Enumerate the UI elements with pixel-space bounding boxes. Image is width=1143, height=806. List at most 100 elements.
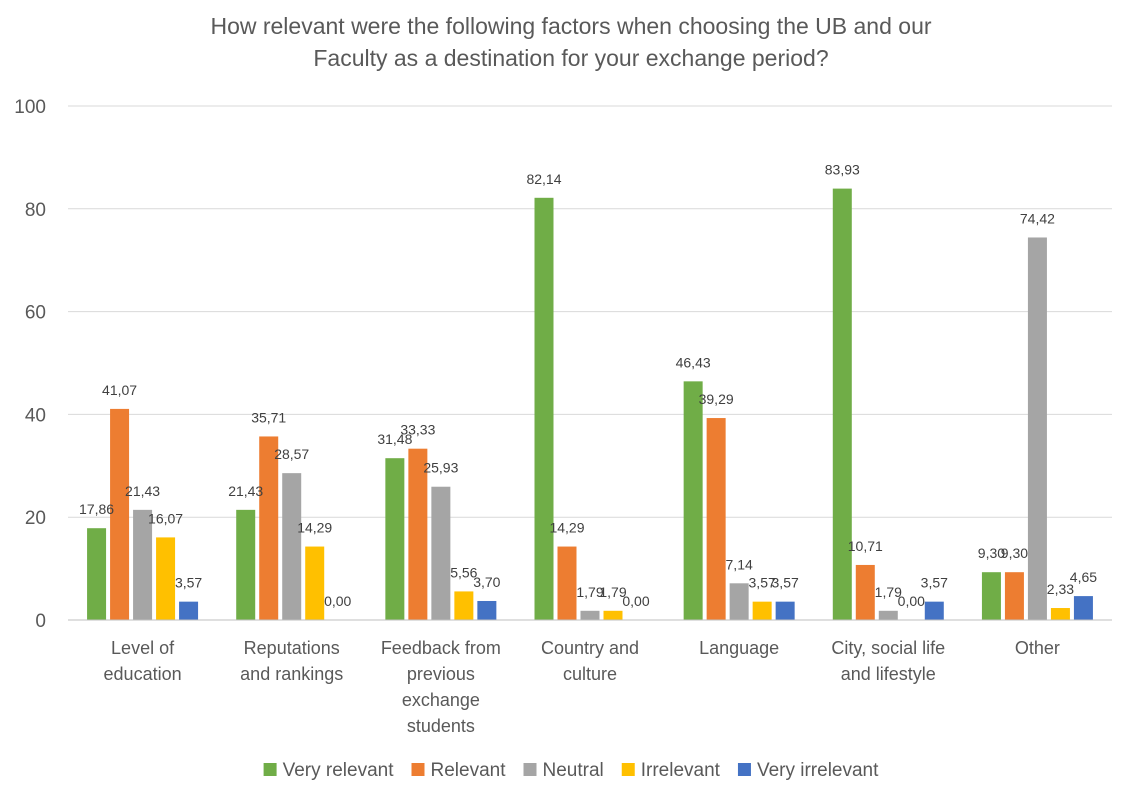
data-label: 0,00 bbox=[898, 593, 925, 609]
x-category-label: Reputations bbox=[244, 638, 340, 658]
data-label: 5,56 bbox=[450, 564, 477, 580]
data-label: 17,86 bbox=[79, 501, 114, 517]
chart-title-line: How relevant were the following factors … bbox=[210, 13, 931, 39]
legend-label: Very relevant bbox=[283, 760, 395, 781]
legend-item: Relevant bbox=[411, 760, 507, 781]
bar bbox=[878, 610, 898, 620]
x-category-label: exchange bbox=[402, 690, 480, 710]
bar bbox=[385, 458, 405, 620]
data-label: 9,30 bbox=[1001, 545, 1028, 561]
y-tick-label: 80 bbox=[25, 200, 46, 221]
bar bbox=[924, 601, 944, 620]
data-label: 46,43 bbox=[676, 354, 711, 370]
bars bbox=[87, 188, 1093, 620]
bar bbox=[259, 436, 279, 620]
data-label: 0,00 bbox=[622, 593, 649, 609]
bar bbox=[1027, 237, 1047, 620]
data-label: 0,00 bbox=[324, 593, 351, 609]
bar bbox=[87, 528, 107, 620]
data-label: 14,29 bbox=[549, 520, 584, 536]
legend: Very relevant Relevant Neutral Irrelevant Ve… bbox=[263, 760, 879, 781]
gridlines bbox=[68, 105, 1112, 518]
x-category-label: Level of bbox=[111, 638, 175, 658]
data-label: 4,65 bbox=[1070, 569, 1097, 585]
y-axis: 0 20 40 60 80 100 bbox=[14, 97, 46, 632]
data-label: 39,29 bbox=[699, 391, 734, 407]
legend-item: Very irrelevant bbox=[737, 760, 879, 781]
legend-swatch bbox=[263, 763, 277, 776]
data-label: 25,93 bbox=[423, 460, 458, 476]
bar bbox=[236, 509, 256, 620]
bar bbox=[832, 188, 852, 620]
data-label: 33,33 bbox=[400, 422, 435, 438]
data-label: 83,93 bbox=[825, 162, 860, 178]
data-label: 3,57 bbox=[175, 575, 202, 591]
x-category-label: Other bbox=[1015, 638, 1060, 658]
bar bbox=[683, 381, 703, 620]
legend-swatch bbox=[737, 763, 751, 776]
data-label: 28,57 bbox=[274, 446, 309, 462]
bar bbox=[855, 564, 875, 620]
data-label: 31,48 bbox=[377, 431, 412, 447]
bar bbox=[1073, 596, 1093, 620]
data-label: 41,07 bbox=[102, 382, 137, 398]
bar bbox=[775, 601, 795, 620]
bar bbox=[179, 601, 199, 620]
legend-item: Very relevant bbox=[263, 760, 395, 781]
bar bbox=[534, 197, 554, 620]
legend-label: Relevant bbox=[431, 760, 507, 781]
y-tick-label: 40 bbox=[25, 405, 46, 426]
chart-title-line: Faculty as a destination for your exchan… bbox=[313, 45, 828, 71]
legend-swatch bbox=[621, 763, 635, 776]
y-tick-label: 100 bbox=[14, 97, 46, 118]
legend-item: Neutral bbox=[523, 760, 604, 781]
bar bbox=[431, 486, 451, 620]
bar bbox=[282, 473, 302, 620]
data-label: 3,57 bbox=[749, 575, 776, 591]
data-label: 1,79 bbox=[875, 584, 902, 600]
bar bbox=[981, 572, 1001, 620]
legend-label: Neutral bbox=[543, 760, 604, 781]
x-category-label: Feedback from bbox=[381, 638, 501, 658]
data-labels: 17,86 41,07 21,43 16,07 3,57 21,43 35,71 28,57 1… bbox=[79, 162, 1097, 609]
x-category-label: education bbox=[104, 664, 182, 684]
bar bbox=[133, 509, 153, 620]
bar bbox=[752, 601, 772, 620]
legend-label: Irrelevant bbox=[641, 760, 721, 781]
bar bbox=[580, 610, 600, 620]
data-label: 2,33 bbox=[1047, 581, 1074, 597]
data-label: 14,29 bbox=[297, 520, 332, 536]
data-label: 9,30 bbox=[978, 545, 1005, 561]
bar bbox=[1050, 608, 1070, 620]
bar bbox=[603, 610, 623, 620]
legend-label: Very irrelevant bbox=[757, 760, 879, 781]
chart-title: How relevant were the following factors … bbox=[210, 13, 931, 71]
data-label: 82,14 bbox=[526, 171, 561, 187]
data-label: 21,43 bbox=[228, 483, 263, 499]
bar bbox=[305, 546, 325, 620]
bar bbox=[729, 583, 749, 620]
data-label: 3,70 bbox=[473, 574, 500, 590]
data-label: 3,57 bbox=[921, 575, 948, 591]
legend-swatch bbox=[411, 763, 425, 776]
data-label: 1,79 bbox=[576, 584, 603, 600]
bar bbox=[110, 408, 130, 620]
x-category-label: culture bbox=[563, 664, 617, 684]
bar bbox=[454, 591, 474, 620]
bar bbox=[477, 600, 497, 620]
bar bbox=[706, 418, 726, 620]
bar bbox=[557, 546, 577, 620]
x-category-label: and lifestyle bbox=[841, 664, 936, 684]
data-label: 74,42 bbox=[1020, 210, 1055, 226]
bar bbox=[156, 537, 176, 620]
bar bbox=[408, 448, 428, 620]
data-label: 1,79 bbox=[599, 584, 626, 600]
data-label: 35,71 bbox=[251, 409, 286, 425]
data-label: 21,43 bbox=[125, 483, 160, 499]
y-tick-label: 20 bbox=[25, 508, 46, 529]
legend-item: Irrelevant bbox=[621, 760, 721, 781]
data-label: 16,07 bbox=[148, 510, 183, 526]
x-category-label: Country and bbox=[541, 638, 639, 658]
